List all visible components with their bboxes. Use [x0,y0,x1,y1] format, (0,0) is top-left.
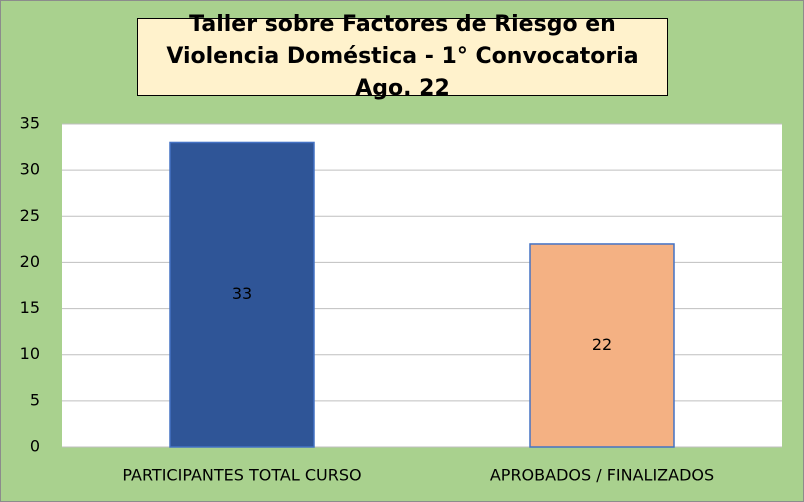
bar [529,243,675,448]
y-tick-label: 10 [20,344,40,363]
y-tick-label: 15 [20,298,40,317]
x-tick-label: APROBADOS / FINALIZADOS [490,466,714,485]
x-tick-label: PARTICIPANTES TOTAL CURSO [122,466,361,485]
y-tick-label: 0 [30,437,40,456]
data-label: 33 [232,284,252,303]
y-tick-label: 35 [20,114,40,133]
chart-title: Taller sobre Factores de Riesgo en Viole… [137,12,668,101]
y-tick-label: 5 [30,390,40,409]
y-tick-label: 20 [20,252,40,271]
y-tick-label: 25 [20,206,40,225]
y-tick-label: 30 [20,160,40,179]
bar [169,141,315,448]
data-label: 22 [592,335,612,354]
